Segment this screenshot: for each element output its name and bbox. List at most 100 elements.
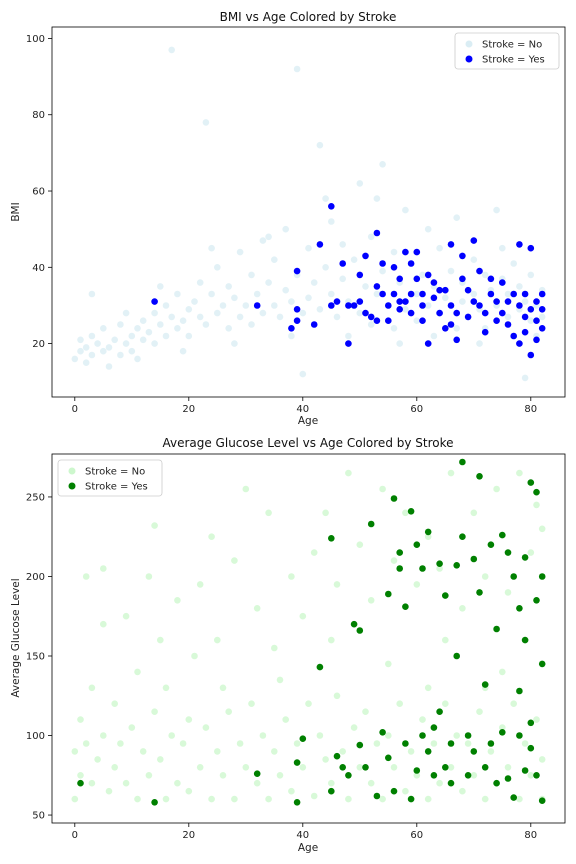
- data-point: [436, 779, 443, 787]
- data-point: [174, 779, 181, 787]
- data-point: [362, 252, 369, 260]
- data-point: [367, 321, 375, 328]
- data-point: [310, 792, 318, 800]
- data-point: [481, 309, 489, 317]
- data-point: [487, 275, 495, 283]
- data-point: [333, 692, 341, 700]
- data-point: [100, 565, 107, 572]
- data-point: [470, 772, 478, 779]
- data-point: [499, 309, 506, 317]
- data-point: [407, 309, 415, 317]
- data-point: [356, 271, 364, 279]
- data-point: [533, 317, 540, 325]
- data-point: [88, 351, 96, 359]
- data-point: [271, 256, 278, 264]
- data-point: [196, 279, 204, 286]
- data-point: [82, 740, 90, 747]
- data-point: [356, 764, 364, 771]
- data-point: [373, 290, 381, 298]
- data-point: [105, 787, 113, 795]
- data-point: [504, 298, 512, 305]
- data-point: [407, 508, 415, 515]
- data-point: [345, 795, 352, 803]
- data-point: [493, 298, 500, 305]
- data-point: [316, 241, 324, 248]
- data-point: [282, 716, 290, 723]
- data-point: [424, 340, 432, 347]
- data-point: [516, 795, 523, 803]
- data-point: [271, 644, 278, 652]
- data-point: [464, 286, 472, 294]
- data-point: [339, 260, 347, 267]
- data-point: [447, 764, 455, 771]
- data-point: [533, 488, 540, 496]
- data-point: [442, 286, 449, 294]
- data-point: [168, 313, 175, 321]
- data-point: [470, 509, 478, 517]
- data-point: [299, 612, 307, 620]
- data-point: [504, 290, 512, 298]
- data-point: [470, 256, 478, 264]
- data-point: [328, 535, 335, 542]
- x-tick-label: 0: [72, 830, 78, 841]
- data-point: [350, 256, 358, 264]
- data-point: [390, 248, 398, 256]
- data-point: [134, 668, 141, 676]
- data-point: [322, 756, 329, 763]
- data-point: [145, 573, 153, 580]
- data-point: [419, 290, 426, 298]
- y-tick-label: 250: [26, 492, 45, 503]
- data-point: [407, 795, 415, 803]
- x-tick-label: 0: [72, 404, 78, 415]
- data-point: [521, 740, 529, 747]
- data-point: [299, 764, 307, 771]
- x-tick-label: 60: [410, 404, 423, 415]
- data-point: [379, 267, 386, 275]
- data-point: [390, 787, 398, 795]
- data-point: [157, 756, 164, 763]
- data-point: [476, 473, 483, 480]
- data-point: [419, 317, 426, 325]
- data-point: [265, 233, 272, 241]
- data-point: [453, 325, 461, 332]
- data-point: [162, 302, 170, 309]
- data-point: [236, 313, 244, 321]
- data-point: [276, 313, 284, 321]
- data-point: [367, 597, 375, 604]
- data-point: [538, 313, 546, 321]
- y-tick-label: 150: [26, 651, 45, 662]
- data-point: [527, 719, 535, 727]
- data-point: [139, 336, 147, 344]
- data-point: [481, 764, 489, 771]
- data-point: [219, 772, 227, 779]
- data-point: [179, 347, 187, 355]
- data-point: [521, 554, 529, 561]
- data-point: [191, 652, 198, 660]
- data-point: [442, 700, 449, 707]
- data-point: [328, 636, 335, 644]
- data-point: [367, 520, 375, 528]
- data-point: [373, 229, 381, 237]
- data-point: [447, 469, 455, 477]
- legend-box: [57, 459, 163, 497]
- data-point: [162, 795, 170, 803]
- y-ticks: 20 40 60 80 100: [26, 34, 52, 350]
- data-point: [145, 328, 153, 336]
- data-point: [447, 302, 455, 309]
- data-point: [407, 260, 415, 267]
- data-point: [100, 325, 107, 332]
- data-point: [385, 590, 392, 598]
- data-point: [424, 748, 432, 755]
- legend-marker: [465, 55, 473, 63]
- data-point: [117, 740, 124, 747]
- data-point: [436, 708, 443, 715]
- data-point: [385, 732, 392, 739]
- x-tick-label: 40: [296, 404, 309, 415]
- y-tick-label: 50: [32, 811, 45, 822]
- data-point: [139, 748, 147, 755]
- data-point: [385, 302, 392, 309]
- data-point: [225, 283, 232, 290]
- data-point: [339, 241, 347, 248]
- data-point: [499, 668, 506, 676]
- data-point: [288, 325, 295, 332]
